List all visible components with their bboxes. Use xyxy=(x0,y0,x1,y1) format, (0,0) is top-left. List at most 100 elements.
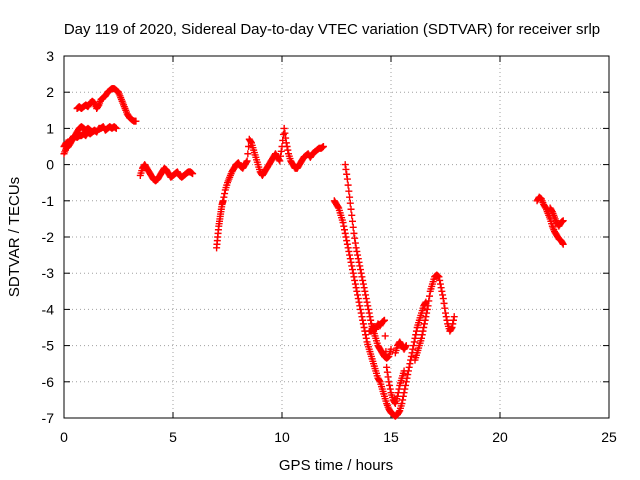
data-point xyxy=(352,244,360,252)
data-point xyxy=(395,385,403,393)
data-point xyxy=(412,327,420,335)
data-point xyxy=(394,392,402,400)
data-point xyxy=(244,150,252,158)
data-point xyxy=(365,309,373,317)
data-point xyxy=(367,316,375,324)
series-arc-4c xyxy=(365,316,408,408)
data-point xyxy=(423,309,431,317)
data-point xyxy=(279,130,287,138)
data-point xyxy=(348,211,356,219)
data-point xyxy=(450,313,458,321)
y-axis: -7 -6 -5 -4 -3 -2 -1 0 1 2 3 xyxy=(42,48,609,426)
data-point xyxy=(435,273,443,281)
data-point xyxy=(405,363,413,371)
data-point xyxy=(343,240,351,248)
data-point xyxy=(340,222,348,230)
data-point xyxy=(91,126,99,134)
data-point xyxy=(358,273,366,281)
data-point xyxy=(351,276,359,284)
data-point xyxy=(220,193,228,201)
data-point xyxy=(360,284,368,292)
data-point xyxy=(334,203,342,211)
data-point xyxy=(348,262,356,270)
data-point xyxy=(242,158,250,166)
data-point xyxy=(357,269,365,277)
y-tick-label: -1 xyxy=(42,193,55,209)
data-point xyxy=(399,396,407,404)
x-tick-label: 5 xyxy=(169,429,177,445)
data-point xyxy=(412,331,420,339)
data-point xyxy=(350,273,358,281)
data-point xyxy=(383,363,391,371)
data-point xyxy=(245,143,253,150)
data-point xyxy=(364,305,372,313)
data-point xyxy=(354,255,362,263)
data-point xyxy=(411,334,419,342)
data-point xyxy=(355,298,363,306)
data-point xyxy=(356,302,364,310)
data-point xyxy=(132,117,140,125)
series-arc-3 xyxy=(213,124,327,252)
data-point xyxy=(360,324,368,331)
data-point xyxy=(364,302,372,310)
y-axis-label: SDTVAR / TECUs xyxy=(6,177,23,297)
data-point xyxy=(449,316,457,324)
data-point xyxy=(442,313,450,321)
data-point xyxy=(385,378,393,386)
data-point xyxy=(380,316,388,324)
y-tick-label: 1 xyxy=(46,120,54,136)
data-point xyxy=(425,297,433,305)
data-point xyxy=(346,193,354,201)
data-point xyxy=(394,389,402,397)
data-point xyxy=(283,143,291,150)
series-arc-5 xyxy=(411,271,458,364)
y-tick-label: -4 xyxy=(42,301,55,317)
data-point xyxy=(357,309,365,317)
data-point xyxy=(558,239,566,247)
data-point xyxy=(221,190,229,198)
data-point xyxy=(382,348,390,356)
data-point xyxy=(351,280,359,288)
y-tick-label: -7 xyxy=(42,410,55,426)
series-arc-1c xyxy=(73,85,140,125)
data-point xyxy=(341,229,349,237)
data-point xyxy=(443,316,451,324)
x-axis: 0 5 10 15 20 25 xyxy=(60,56,617,445)
data-points xyxy=(60,85,567,420)
x-tick-label: 20 xyxy=(492,429,508,445)
data-point xyxy=(347,258,355,266)
data-point xyxy=(351,234,359,242)
data-point xyxy=(439,295,447,303)
data-point xyxy=(387,345,395,353)
data-point xyxy=(342,165,350,173)
data-point xyxy=(346,251,354,259)
data-point xyxy=(344,244,352,252)
data-point xyxy=(343,170,351,178)
data-point xyxy=(341,161,349,169)
data-point xyxy=(559,240,567,248)
data-point xyxy=(402,343,410,351)
data-point xyxy=(349,223,357,231)
data-point xyxy=(375,377,383,385)
data-point xyxy=(189,170,197,178)
y-tick-label: 3 xyxy=(46,48,54,64)
data-point xyxy=(359,276,367,284)
data-point xyxy=(423,305,431,313)
data-point xyxy=(402,378,410,386)
data-point xyxy=(398,400,406,408)
data-point xyxy=(391,398,399,406)
data-point xyxy=(381,332,389,340)
data-point xyxy=(339,219,347,227)
data-point xyxy=(354,295,362,303)
data-point xyxy=(355,258,363,266)
data-point xyxy=(356,262,364,270)
data-point xyxy=(247,138,255,146)
data-point xyxy=(426,292,434,300)
data-point xyxy=(400,367,408,375)
data-point xyxy=(276,157,284,165)
data-point xyxy=(361,287,369,295)
data-point xyxy=(346,199,354,207)
data-point xyxy=(319,143,327,150)
data-point xyxy=(282,139,290,147)
